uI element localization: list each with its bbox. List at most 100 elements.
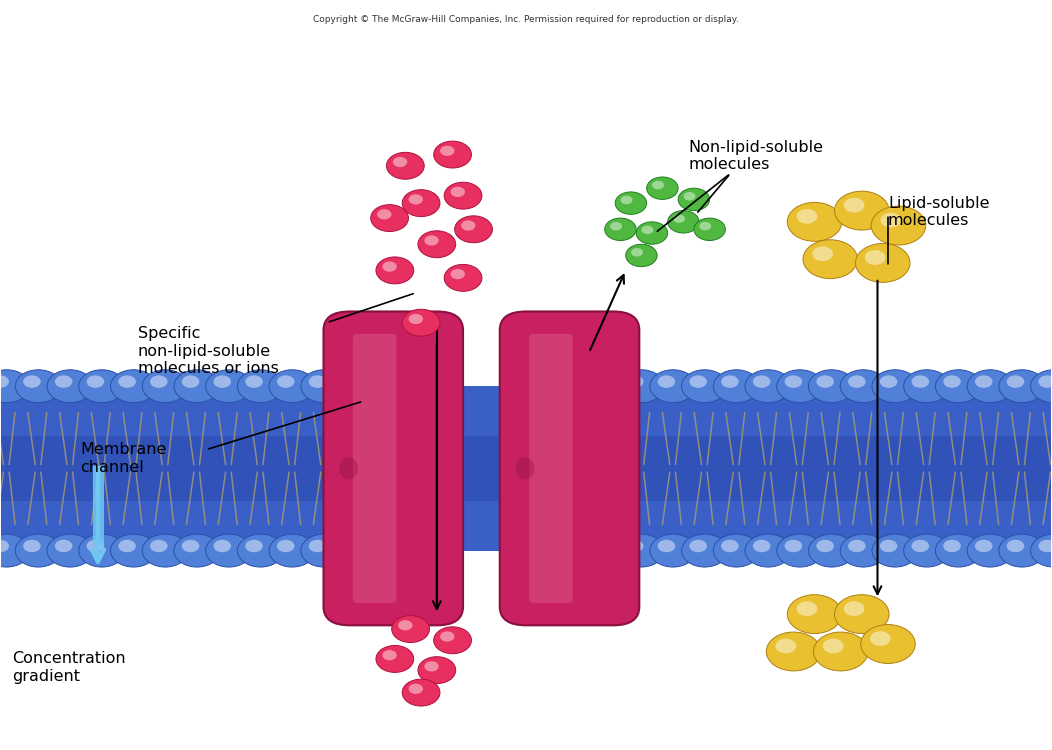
Circle shape [408, 684, 423, 694]
Circle shape [841, 370, 887, 403]
FancyBboxPatch shape [500, 311, 640, 626]
Circle shape [0, 540, 9, 552]
Circle shape [753, 540, 770, 552]
Circle shape [205, 534, 251, 567]
Circle shape [110, 534, 157, 567]
Circle shape [86, 540, 104, 552]
Circle shape [766, 632, 821, 671]
Circle shape [523, 534, 569, 567]
Circle shape [844, 198, 865, 212]
Circle shape [205, 370, 251, 403]
Circle shape [642, 226, 653, 234]
Circle shape [86, 375, 104, 388]
Circle shape [402, 679, 440, 706]
Circle shape [376, 257, 413, 284]
Circle shape [454, 216, 492, 243]
Circle shape [650, 370, 696, 403]
Circle shape [1038, 375, 1052, 388]
Circle shape [214, 540, 231, 552]
Circle shape [142, 370, 188, 403]
Circle shape [392, 157, 407, 167]
Circle shape [461, 220, 476, 231]
Circle shape [586, 534, 632, 567]
Circle shape [440, 632, 454, 641]
Circle shape [911, 375, 929, 388]
Circle shape [745, 370, 791, 403]
Circle shape [408, 314, 423, 324]
Circle shape [418, 657, 456, 683]
Circle shape [563, 375, 580, 388]
Circle shape [785, 375, 803, 388]
Circle shape [776, 370, 823, 403]
Circle shape [554, 534, 601, 567]
Circle shape [775, 639, 796, 653]
Circle shape [871, 206, 926, 245]
Circle shape [619, 370, 664, 403]
Circle shape [823, 639, 844, 653]
Circle shape [636, 222, 668, 245]
Text: Membrane
channel: Membrane channel [80, 442, 166, 475]
Circle shape [650, 534, 696, 567]
Circle shape [998, 534, 1045, 567]
Circle shape [935, 370, 982, 403]
Circle shape [848, 540, 866, 552]
Circle shape [0, 375, 9, 388]
Circle shape [998, 370, 1045, 403]
Text: Specific
non-lipid-soluble
molecules or ions: Specific non-lipid-soluble molecules or … [138, 326, 279, 376]
Circle shape [944, 375, 960, 388]
Circle shape [803, 240, 857, 278]
Circle shape [881, 213, 902, 227]
Circle shape [809, 534, 854, 567]
Circle shape [610, 222, 622, 230]
Circle shape [809, 370, 854, 403]
Circle shape [700, 222, 711, 230]
Circle shape [626, 540, 644, 552]
Circle shape [911, 540, 929, 552]
Circle shape [812, 246, 833, 261]
Circle shape [944, 540, 960, 552]
Circle shape [238, 534, 284, 567]
FancyBboxPatch shape [1, 436, 1051, 501]
Circle shape [682, 534, 728, 567]
Circle shape [531, 540, 548, 552]
Ellipse shape [339, 458, 358, 479]
Circle shape [277, 540, 295, 552]
Circle shape [79, 370, 125, 403]
Circle shape [23, 540, 41, 552]
Circle shape [23, 375, 41, 388]
Circle shape [1038, 540, 1052, 552]
Circle shape [796, 602, 817, 616]
FancyBboxPatch shape [529, 334, 572, 603]
Circle shape [776, 534, 823, 567]
Circle shape [722, 540, 739, 552]
Circle shape [47, 370, 94, 403]
Circle shape [689, 375, 707, 388]
Circle shape [658, 540, 675, 552]
Circle shape [444, 265, 482, 291]
Circle shape [975, 540, 992, 552]
FancyBboxPatch shape [324, 311, 463, 626]
Circle shape [55, 540, 73, 552]
Circle shape [554, 370, 601, 403]
Circle shape [433, 141, 471, 168]
Circle shape [605, 218, 636, 241]
Circle shape [182, 375, 199, 388]
Circle shape [79, 534, 125, 567]
Circle shape [745, 534, 791, 567]
Circle shape [904, 534, 950, 567]
Circle shape [142, 534, 188, 567]
Circle shape [861, 625, 915, 664]
Circle shape [301, 370, 347, 403]
Circle shape [816, 375, 834, 388]
Circle shape [713, 370, 760, 403]
Circle shape [626, 375, 644, 388]
Circle shape [382, 262, 397, 272]
Circle shape [813, 632, 868, 671]
Circle shape [55, 375, 73, 388]
Circle shape [844, 602, 865, 616]
Circle shape [531, 375, 548, 388]
Circle shape [865, 250, 886, 265]
Circle shape [277, 375, 295, 388]
Circle shape [834, 595, 889, 634]
Circle shape [308, 540, 326, 552]
